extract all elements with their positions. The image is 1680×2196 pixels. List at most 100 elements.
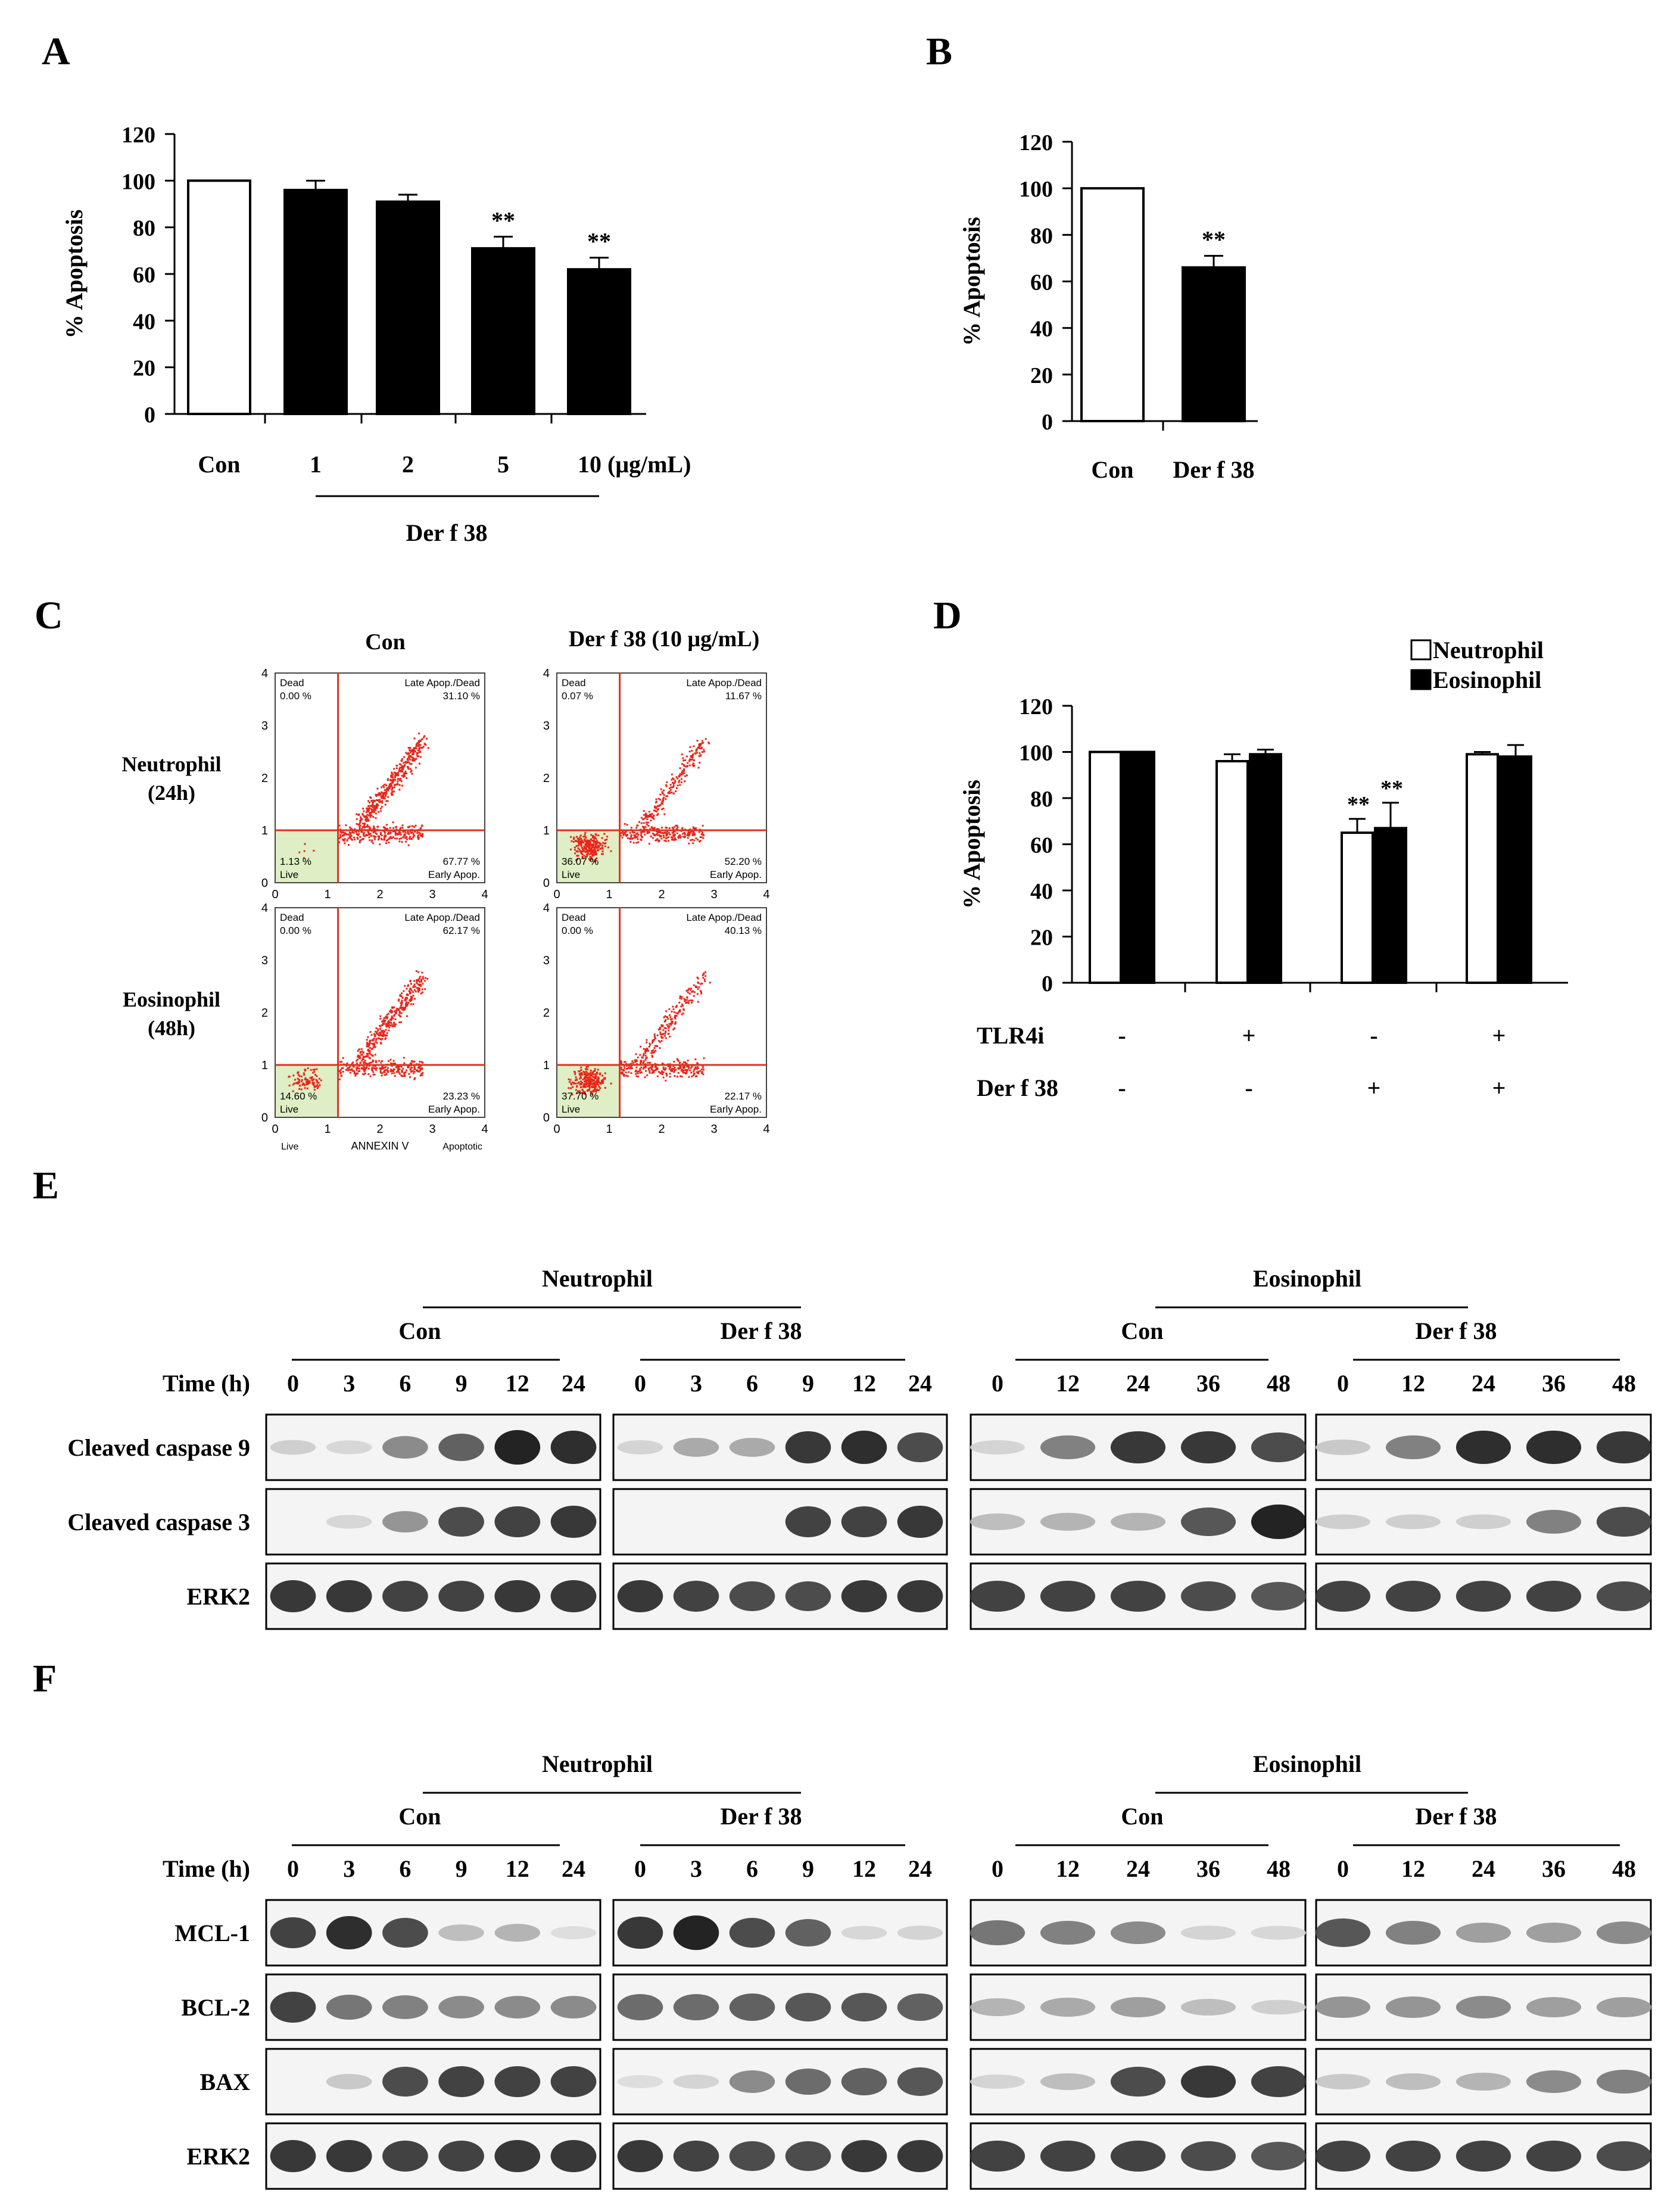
flow-event-dot	[398, 779, 401, 781]
flow-event-dot	[420, 834, 422, 837]
flow-event-dot	[682, 759, 685, 762]
flow-event-dot	[700, 833, 703, 836]
flow-event-dot	[660, 1033, 663, 1036]
flow-event-dot	[579, 842, 581, 845]
flow-event-dot	[342, 1067, 344, 1069]
flow-event-dot	[373, 805, 375, 807]
flow-event-dot	[666, 827, 668, 829]
flow-event-dot	[415, 743, 417, 745]
flow-event-dot	[640, 1066, 643, 1069]
flow-event-dot	[600, 1079, 603, 1082]
blot-row-label: ERK2	[186, 2143, 250, 2170]
flow-event-dot	[313, 849, 315, 852]
flow-event-dot	[672, 1067, 675, 1070]
flow-event-dot	[417, 836, 419, 839]
flow-event-dot	[675, 824, 677, 827]
flow-event-dot	[639, 1068, 641, 1070]
flow-event-dot	[381, 786, 383, 789]
blot-band	[1040, 2073, 1096, 2090]
flow-event-dot	[666, 1016, 668, 1018]
flow-event-dot	[393, 1072, 395, 1074]
blot-band	[1455, 1581, 1511, 1612]
bar-eosinophil	[1122, 750, 1155, 984]
flow-event-dot	[667, 1025, 669, 1027]
flow-event-dot	[649, 1070, 651, 1072]
flow-event-dot	[590, 1091, 593, 1093]
blot-band	[785, 1919, 831, 1946]
flow-event-dot	[663, 834, 665, 837]
blot-band	[785, 1506, 831, 1537]
flow-y-tick: 2	[261, 1007, 268, 1020]
flow-event-dot	[636, 1063, 638, 1065]
flow-event-dot	[659, 1071, 661, 1074]
flow-event-dot	[363, 1073, 365, 1076]
flow-event-dot	[391, 793, 393, 795]
flow-event-dot	[671, 1070, 674, 1072]
flow-event-dot	[372, 802, 374, 805]
flow-event-dot	[411, 996, 413, 998]
flow-event-dot	[668, 827, 671, 829]
flow-event-dot	[584, 1084, 586, 1086]
flow-event-dot	[675, 1069, 677, 1071]
flow-event-dot	[692, 833, 694, 836]
flow-event-dot	[688, 764, 691, 767]
time-point-label: 6	[399, 1370, 411, 1397]
y-tick-label: 120	[1019, 130, 1053, 155]
flow-event-dot	[412, 831, 414, 833]
blot-band	[1315, 1996, 1371, 2018]
condition-symbol: -	[1118, 1074, 1126, 1101]
flow-event-dot	[698, 746, 700, 748]
flow-event-dot	[604, 1072, 606, 1074]
flow-event-dot	[387, 1067, 389, 1069]
flow-event-dot	[376, 799, 379, 801]
flow-event-dot	[393, 786, 395, 789]
flow-event-dot	[671, 831, 674, 834]
flow-event-dot	[377, 1028, 379, 1030]
flow-event-dot	[663, 832, 665, 834]
flow-event-dot	[662, 1068, 665, 1070]
flow-event-dot	[671, 1069, 674, 1071]
flow-event-dot	[370, 797, 372, 799]
flow-event-dot	[375, 817, 377, 819]
flow-event-dot	[342, 1057, 344, 1059]
flow-event-dot	[673, 839, 675, 841]
flow-event-dot	[690, 758, 692, 761]
flow-x-tick: 2	[376, 888, 383, 901]
flow-event-dot	[417, 835, 419, 837]
flow-event-dot	[381, 1038, 384, 1040]
flow-event-dot	[687, 1069, 689, 1071]
flow-event-dot	[646, 831, 649, 833]
blot-band	[841, 1926, 887, 1940]
flow-event-dot	[643, 1054, 645, 1057]
flow-event-dot	[391, 1070, 393, 1072]
flow-event-dot	[606, 836, 609, 838]
flow-event-dot	[579, 834, 582, 837]
flow-event-dot	[378, 799, 380, 801]
blot-band	[1455, 1923, 1511, 1943]
flow-event-dot	[591, 1073, 593, 1076]
flow-event-dot	[391, 784, 393, 787]
flow-event-dot	[636, 832, 638, 834]
flow-event-dot	[647, 1049, 650, 1052]
flow-event-dot	[586, 1079, 588, 1082]
blot-band	[1385, 1921, 1441, 1945]
flow-event-dot	[642, 1067, 644, 1070]
flow-event-dot	[596, 857, 598, 859]
flow-event-dot	[681, 771, 683, 774]
flow-event-dot	[369, 1075, 372, 1077]
flow-event-dot	[387, 800, 389, 802]
flow-event-dot	[405, 1002, 407, 1004]
flow-event-dot	[662, 799, 665, 802]
flow-event-dot	[346, 1062, 348, 1064]
flow-event-dot	[379, 1033, 382, 1036]
flow-event-dot	[666, 832, 668, 834]
flow-event-dot	[393, 1069, 395, 1071]
flow-event-dot	[584, 1079, 587, 1082]
flow-event-dot	[687, 833, 689, 835]
flow-event-dot	[581, 853, 584, 855]
flow-event-dot	[369, 827, 371, 829]
bar-neutrophil	[1466, 753, 1499, 984]
flow-event-dot	[379, 1041, 382, 1044]
blot-band	[1180, 2141, 1236, 2171]
flow-event-dot	[420, 979, 423, 981]
